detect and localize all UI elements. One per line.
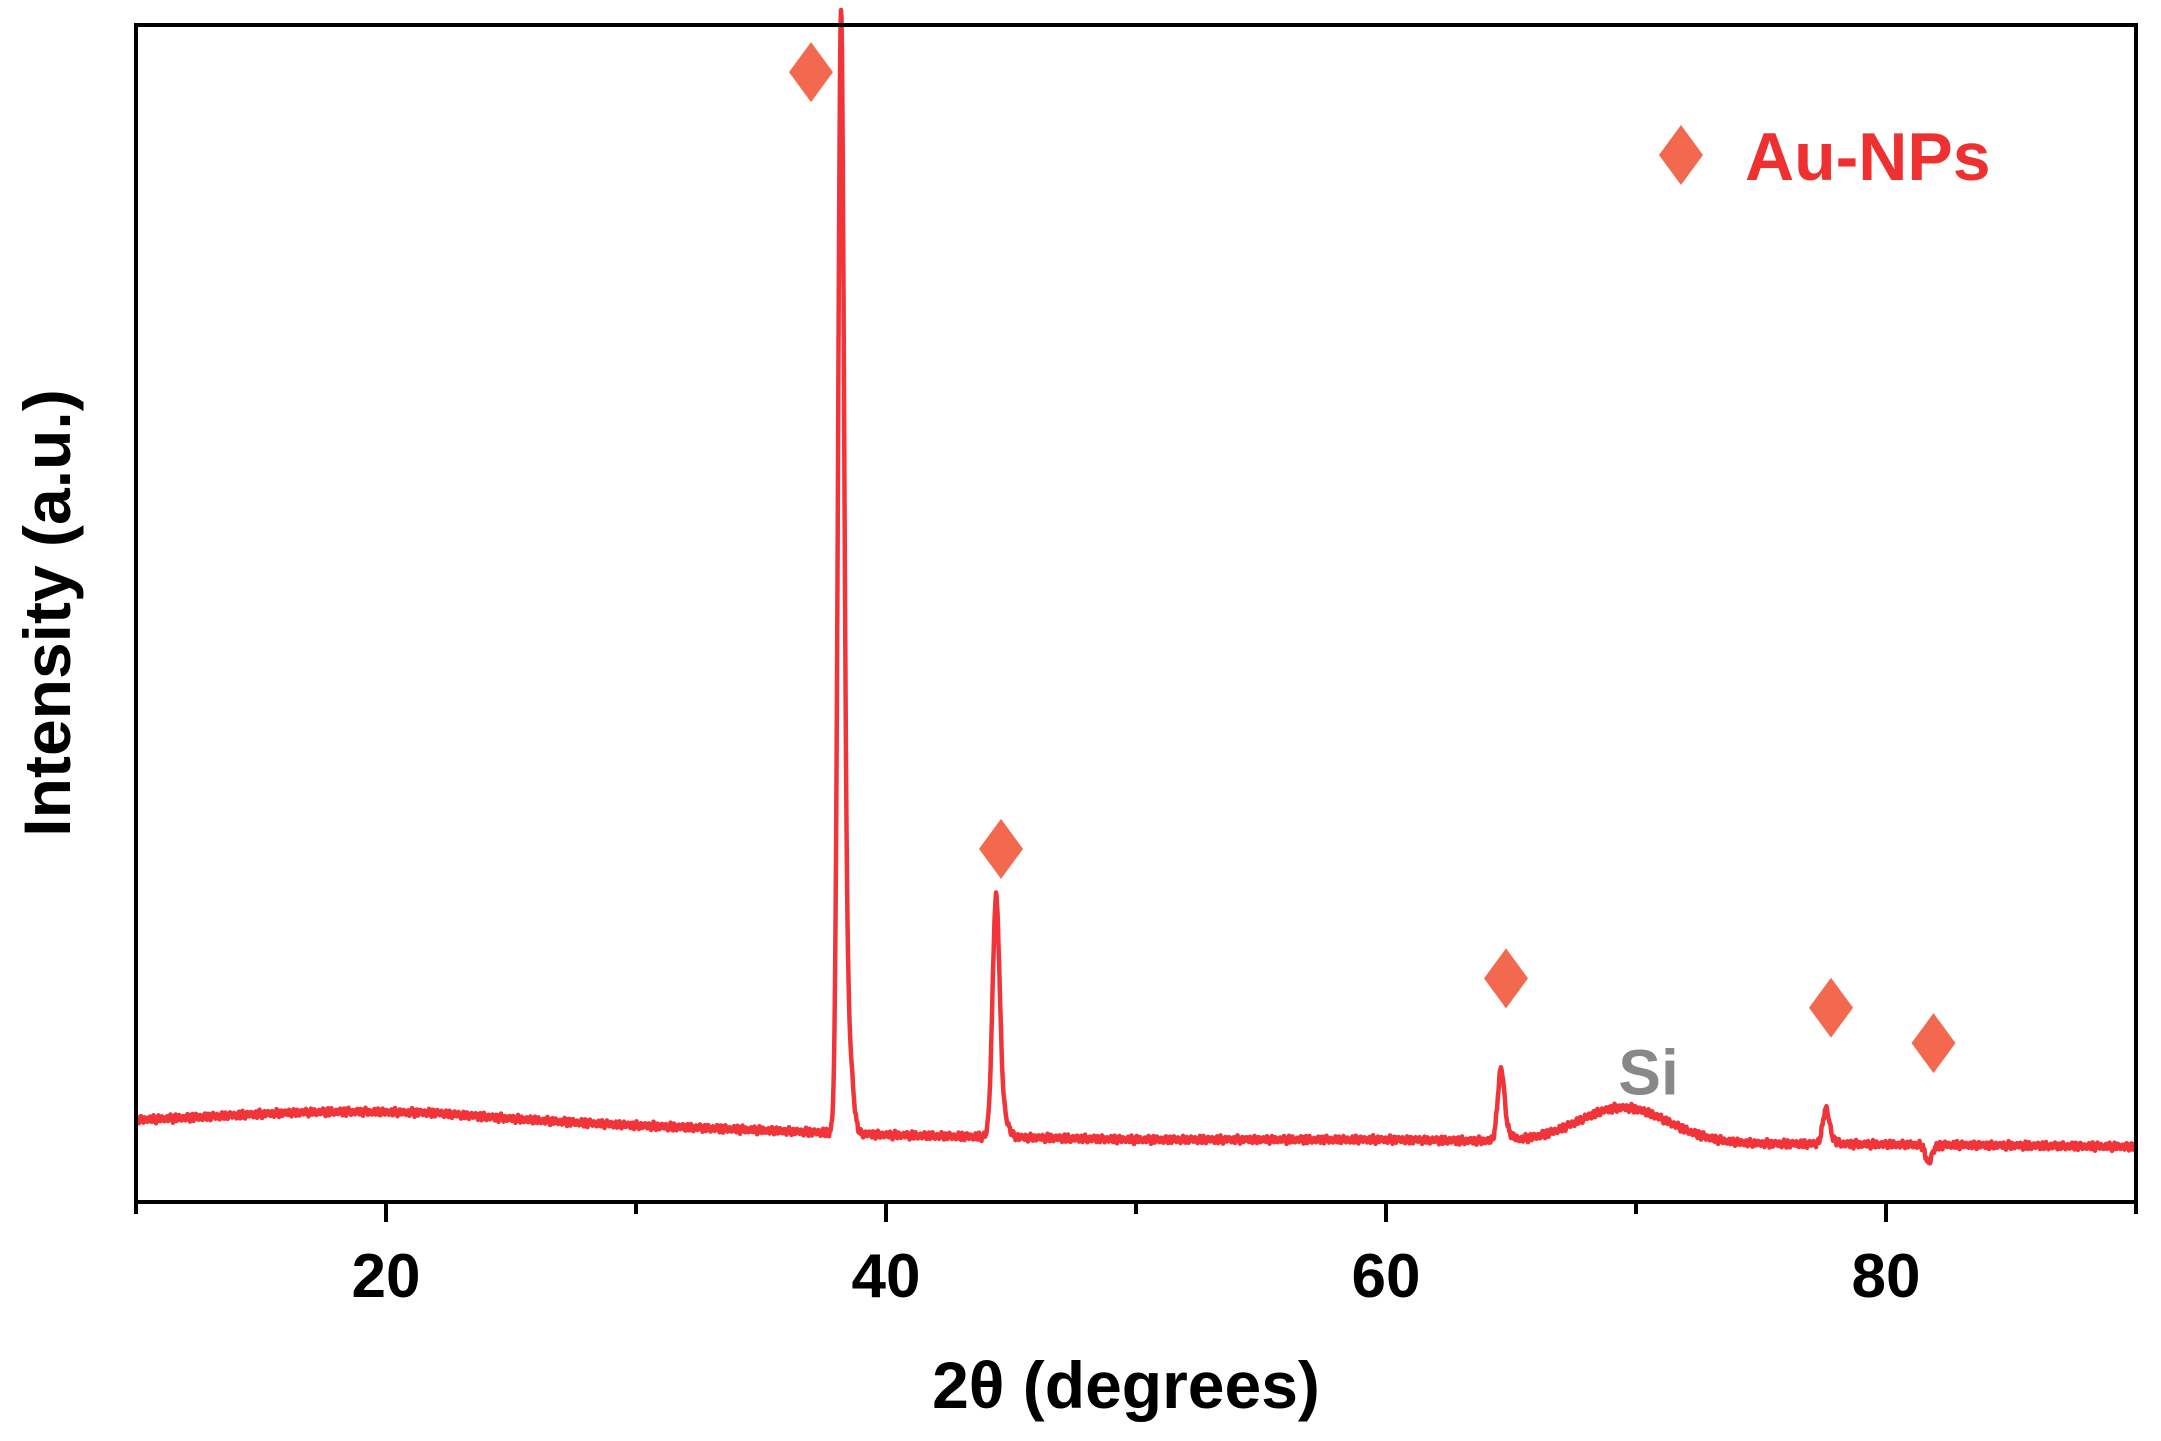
peak-diamond-marker: [1484, 948, 1528, 1009]
x-tick-label: 20: [352, 1242, 421, 1311]
x-tick-label: 40: [852, 1242, 921, 1311]
y-axis-label: Intensity (a.u.): [10, 389, 84, 836]
x-tick-label: 80: [1852, 1242, 1921, 1311]
xrd-pattern-line: [133, 7, 2139, 1166]
x-tick-label: 60: [1352, 1242, 1421, 1311]
peak-diamond-marker: [1809, 977, 1853, 1038]
x-axis-ticks: 20 40 60 80: [134, 1202, 2138, 1311]
legend-diamond-marker: [1659, 125, 1703, 185]
peak-markers: [789, 42, 1956, 1074]
peak-diamond-marker: [789, 42, 833, 103]
annotation-si: Si: [1618, 1037, 1678, 1109]
x-axis-label: 2θ (degrees): [932, 1348, 1320, 1422]
plot-layer: [133, 7, 2139, 1166]
peak-diamond-marker: [1911, 1013, 1956, 1074]
legend: Au-NPs: [1659, 119, 1991, 195]
peak-diamond-marker: [979, 818, 1023, 879]
legend-label-au-nps: Au-NPs: [1745, 119, 1991, 195]
